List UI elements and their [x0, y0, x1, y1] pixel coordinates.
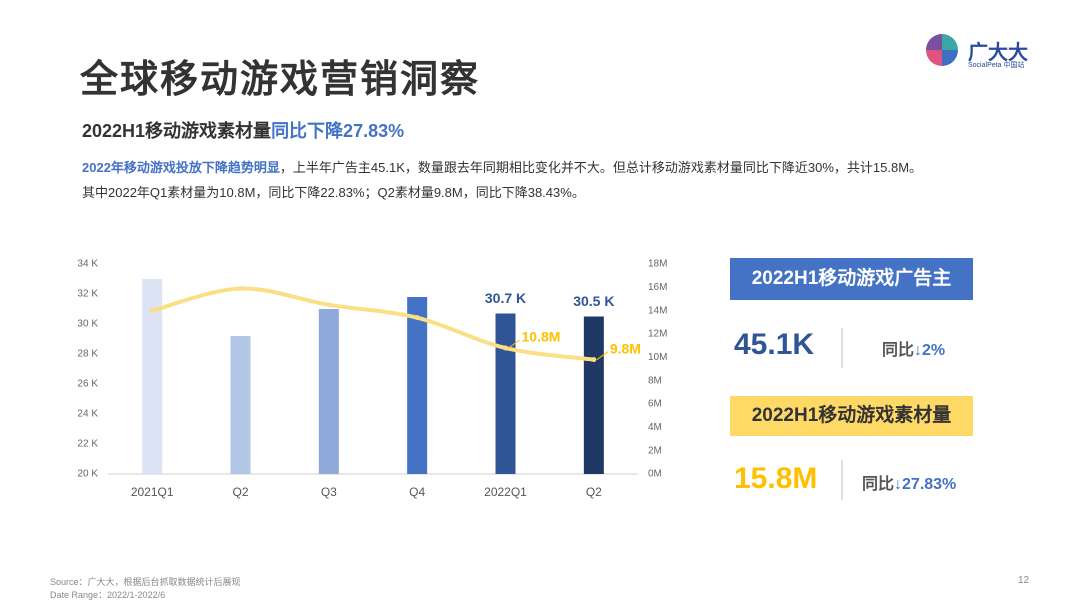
- source: Source：广大大，根据后台抓取数据统计后展现: [50, 577, 241, 587]
- y-tick-label: 30 K: [77, 319, 98, 330]
- bar-value-label: 30.5 K: [573, 293, 614, 309]
- brand-sub: SocialPeta 中国站: [968, 62, 1025, 69]
- kpi-change: 同比↓27.83%: [862, 470, 956, 494]
- line-point: [591, 357, 597, 363]
- y-tick-label: 26 K: [77, 379, 98, 390]
- y2-tick-label: 6M: [648, 399, 662, 410]
- kpi-label: 2022H1移动游戏素材量: [730, 396, 973, 436]
- bar-value-label: 30.7 K: [485, 290, 526, 306]
- kpi-change-label: 同比: [882, 342, 915, 359]
- line-point: [238, 286, 243, 291]
- y2-tick-label: 18M: [648, 259, 667, 270]
- line-value-label: 9.8M: [610, 340, 641, 356]
- bar: [142, 279, 163, 474]
- y2-tick-label: 2M: [648, 445, 662, 456]
- y2-tick-label: 10M: [648, 352, 667, 363]
- y-tick-label: 20 K: [77, 469, 98, 480]
- kpi-change-value: ↓27.83%: [894, 476, 957, 493]
- line-point: [326, 302, 332, 308]
- y-tick-label: 22 K: [77, 439, 98, 450]
- y2-tick-label: 14M: [648, 305, 667, 316]
- subtitle: 2022H1移动游戏素材量同比下降27.83%: [82, 117, 404, 143]
- x-tick-label: 2021Q1: [131, 485, 174, 499]
- line: [150, 286, 596, 362]
- x-tick-label: Q3: [321, 485, 337, 499]
- bar: [583, 316, 604, 474]
- kpi-value: 45.1K: [734, 328, 815, 361]
- bar: [318, 309, 339, 474]
- page-number: 12: [1018, 575, 1030, 586]
- summary-line: 其中2022年Q1素材量为10.8M，同比下降22.83%；Q2素材量9.8M，…: [82, 185, 585, 200]
- label-connector: [508, 339, 520, 349]
- subtitle-text: 2022H1移动游戏素材量: [82, 121, 272, 141]
- y2-tick-label: 12M: [648, 329, 667, 340]
- kpi-label: 2022H1移动游戏广告主: [730, 258, 973, 300]
- y2-tick-label: 4M: [648, 422, 662, 433]
- y2-tick-label: 8M: [648, 375, 662, 386]
- kpi-change-value: ↓2%: [914, 342, 946, 359]
- kpi-value: 15.8M: [734, 462, 818, 495]
- label-connector: [596, 351, 609, 361]
- y-tick-label: 32 K: [77, 289, 98, 300]
- bar: [230, 336, 251, 474]
- summary-highlight: 2022年移动游戏投放下降趋势明显: [82, 160, 280, 175]
- logo-icon: [926, 34, 958, 66]
- bar: [495, 313, 516, 474]
- subtitle-highlight: 同比下降27.83%: [271, 121, 405, 141]
- line-point: [414, 315, 420, 321]
- summary-text: ，上半年广告主45.1K，数量跟去年同期相比变化并不大。但总计移动游戏素材量同比…: [279, 160, 923, 175]
- y2-tick-label: 16M: [648, 282, 667, 293]
- y-tick-label: 34 K: [77, 259, 98, 270]
- line-value-label: 10.8M: [522, 329, 561, 345]
- date-range: Date Range：2022/1-2022/6: [50, 590, 166, 600]
- bar: [407, 297, 428, 474]
- title: 全球移动游戏营销洞察: [80, 59, 481, 101]
- y-tick-label: 28 K: [77, 349, 98, 360]
- summary-line: 2022年移动游戏投放下降趋势明显，上半年广告主45.1K，数量跟去年同期相比变…: [82, 157, 922, 176]
- x-tick-label: Q2: [586, 485, 602, 499]
- x-tick-label: Q2: [232, 485, 248, 499]
- x-tick-label: 2022Q1: [484, 485, 527, 499]
- line-point: [149, 308, 155, 314]
- brand: 广大大: [968, 42, 1028, 64]
- kpi-change: 同比↓2%: [882, 336, 945, 360]
- kpi-change-label: 同比: [862, 476, 895, 493]
- y2-tick-label: 0M: [648, 469, 662, 480]
- y-tick-label: 24 K: [77, 409, 98, 420]
- x-tick-label: Q4: [409, 485, 425, 499]
- line-point: [503, 345, 508, 351]
